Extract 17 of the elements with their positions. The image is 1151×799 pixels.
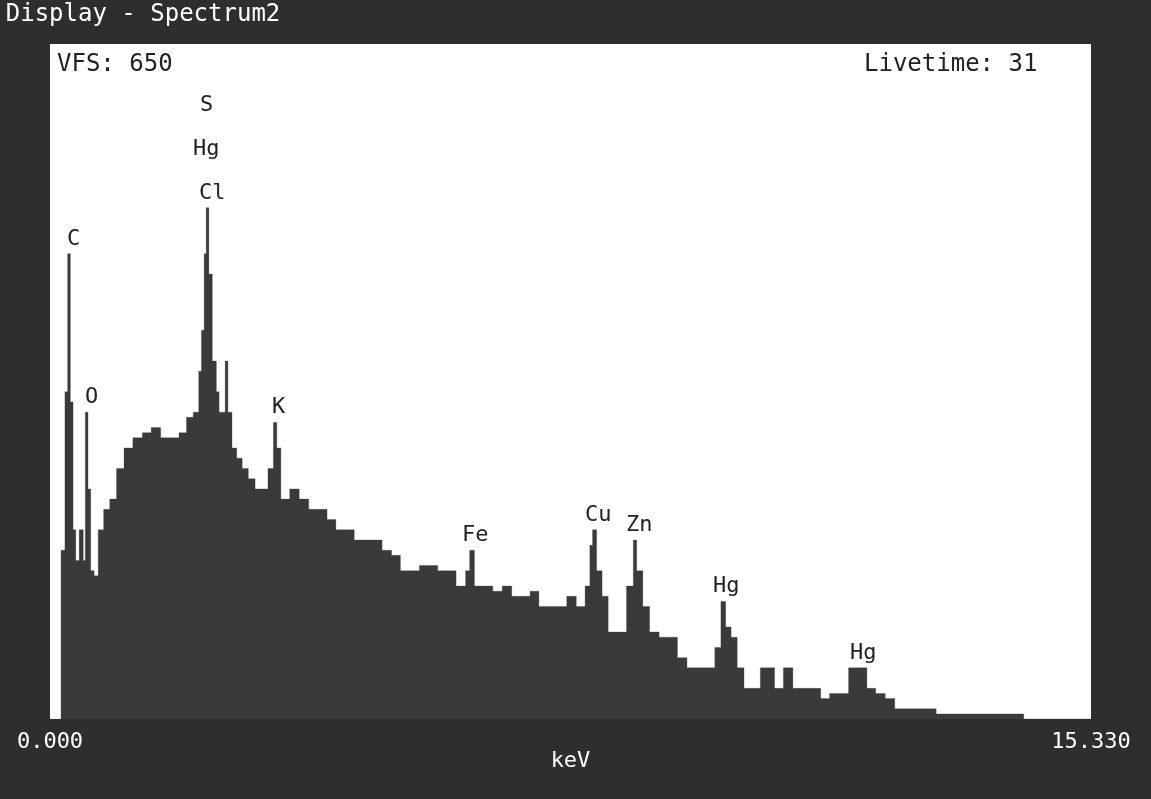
text: VFS: 650 [57, 49, 173, 77]
annotation: Cu [585, 501, 612, 526]
annotation: O [85, 383, 99, 408]
text: S [200, 91, 214, 116]
annotation: K [272, 393, 286, 418]
annotation: Hg [713, 572, 740, 597]
x-axis-title: keV [550, 747, 591, 773]
text: Hg [193, 135, 220, 160]
annotation: C [67, 225, 81, 250]
annotation: Zn [626, 511, 653, 536]
annotation: Hg [850, 639, 877, 664]
x-tick-label: 0.000 [16, 728, 84, 754]
chart-title: Display - Spectrum2 [5, 0, 281, 27]
annotation: Fe [462, 521, 489, 546]
x-tick-label: 15.330 [1051, 728, 1131, 754]
annotation: Cl [199, 179, 226, 204]
text: Livetime: 31 [864, 49, 1038, 77]
